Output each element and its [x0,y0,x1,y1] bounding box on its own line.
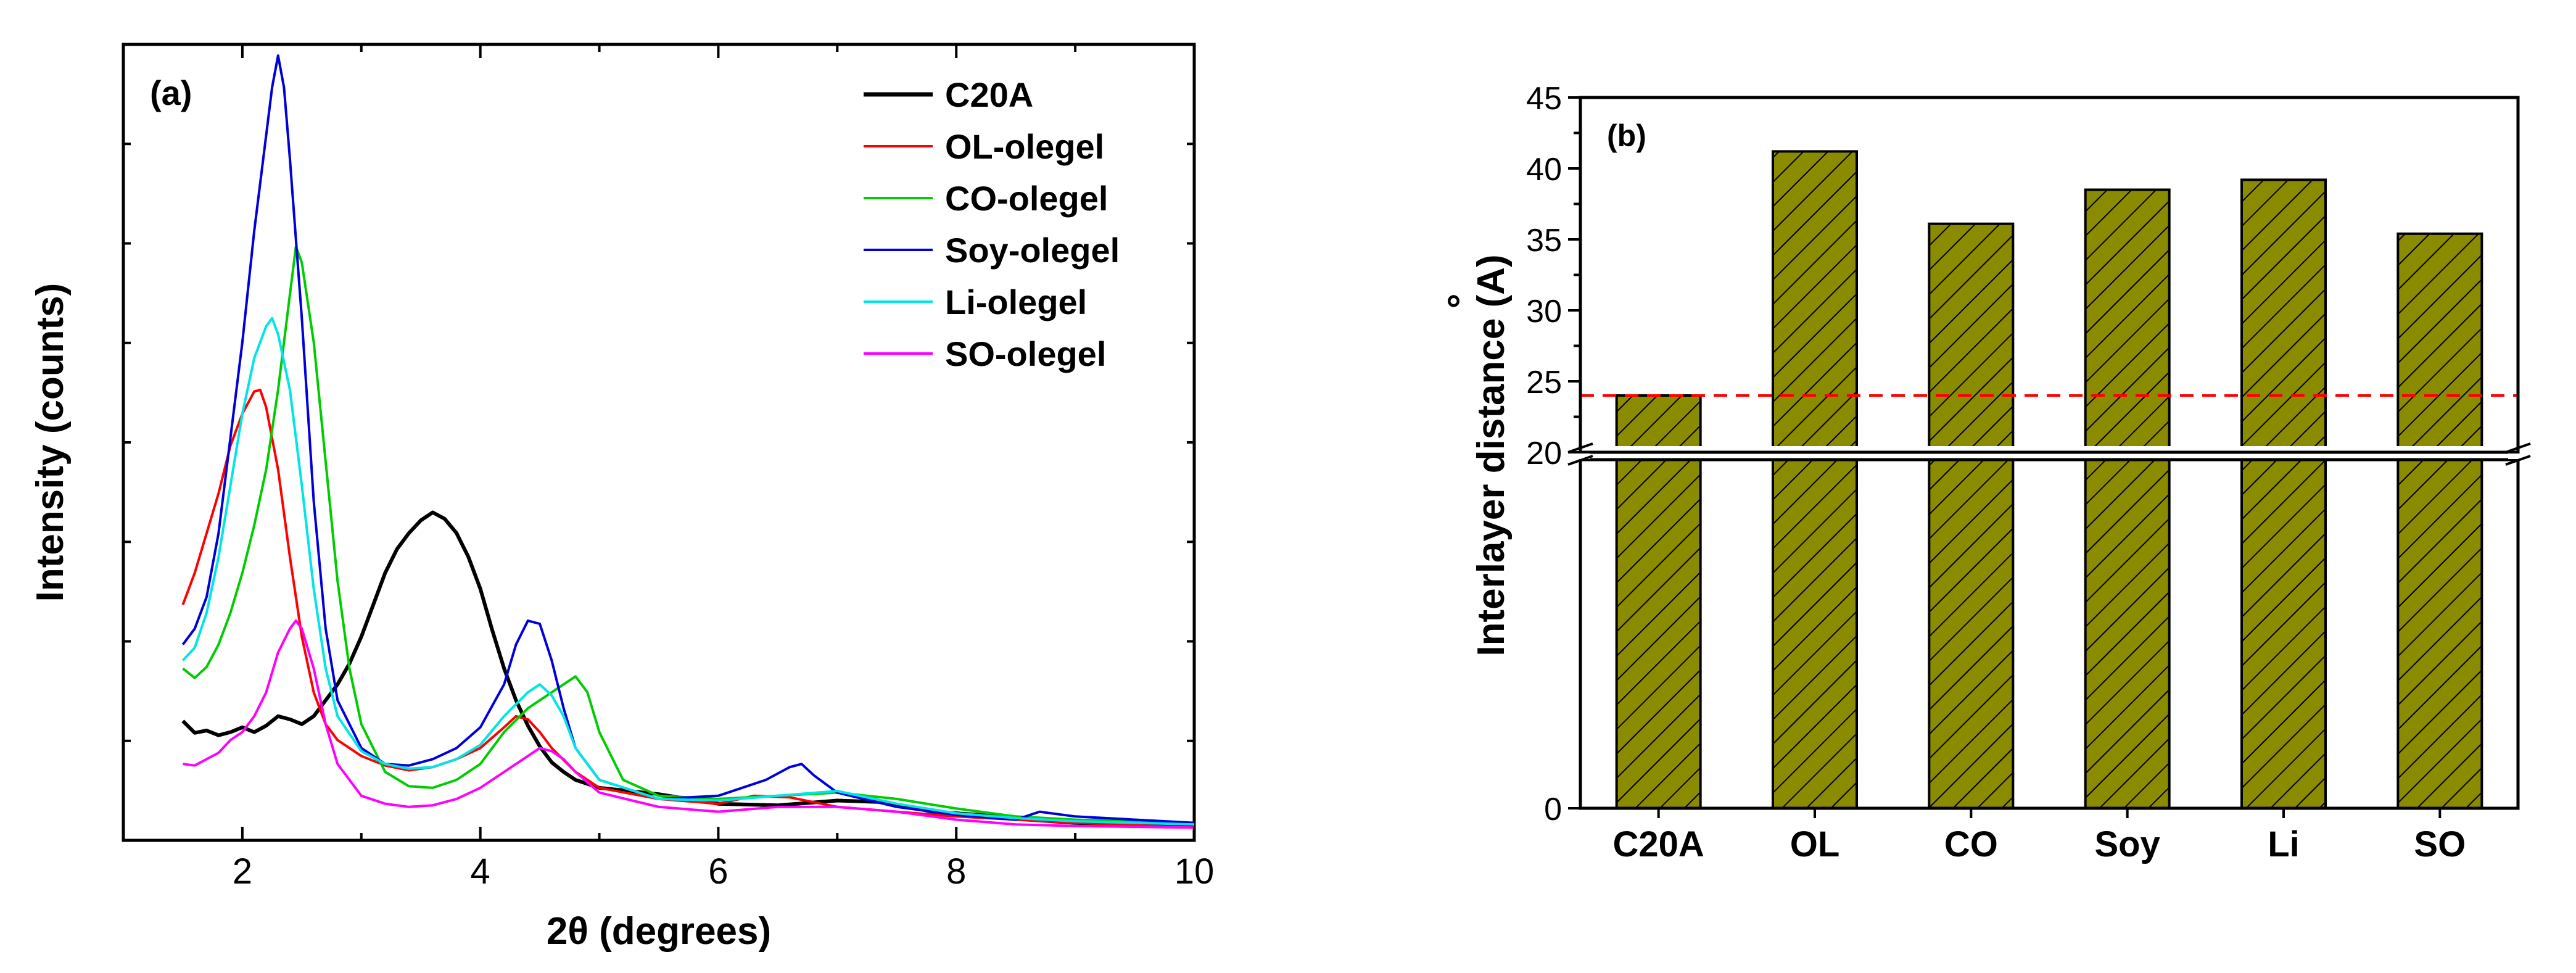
panel-b-break-mark-right-1 [2505,442,2531,453]
panel-b-break-mark-left-1 [1567,442,1593,453]
bar-so [2396,232,2483,809]
panel-b-y-ticks: 0 20 25 30 35 40 45 [1526,81,1580,827]
panel-b-break-gap-left [1572,453,1590,459]
x-tick-label: 4 [471,851,490,892]
legend-label-soy-olegel: Soy-olegel [945,231,1120,270]
panel-b-category-labels: C20A OL CO Soy Li SO [1613,808,2466,864]
y-tick-label: 20 [1526,436,1562,471]
bar-hatch [2242,180,2326,808]
category-label-soy: Soy [2094,824,2160,864]
x-tick-label: 8 [946,851,966,892]
panel-a-label: (a) [150,73,192,112]
legend-label-ol-olegel: OL-olegel [945,127,1104,166]
panel-a-xrd-chart: 2 4 6 8 10 (a) 2θ (degrees) Intensity (count… [29,43,1215,953]
y-tick-label: 0 [1544,792,1562,827]
panel-a-x-ticks: 2 4 6 8 10 [122,44,1215,892]
panel-b-break-mark-left-2 [1567,455,1593,466]
bar-soy [2084,188,2171,809]
bar-co [1928,222,2015,809]
panel-b-break-mark-right-2 [2505,455,2531,466]
series-line-c20a [181,510,1194,828]
panel-b-y-axis-label: Interlayer distance (A) [1470,254,1513,656]
bar-li [2240,178,2327,809]
panel-a-legend: C20A OL-olegel CO-olegel Soy-olegel Li-olege… [864,75,1120,373]
panel-b-bars [1615,150,2483,809]
panel-a-curves [181,54,1195,829]
panel-a-y-axis-label: Intensity (counts) [29,283,72,602]
panel-b-break-gap-right [2508,453,2527,459]
bar-hatch [1773,151,1857,808]
panel-b-y-axis-label-accent: ° [1440,294,1483,309]
y-tick-label: 30 [1526,294,1562,329]
x-tick-label: 2 [233,851,252,892]
y-tick-label: 25 [1526,365,1562,400]
bar-hatch [1616,395,1701,808]
y-tick-label: 40 [1526,152,1562,188]
category-label-co: CO [1944,824,1998,864]
legend-label-li-olegel: Li-olegel [945,283,1087,321]
panel-a-y-ticks [123,143,1194,742]
legend-label-co-olegel: CO-olegel [945,179,1108,218]
bar-hatch [1929,223,2013,808]
category-label-ol: OL [1790,824,1840,864]
x-tick-label: 10 [1174,851,1215,892]
series-line-ol-olegel [181,388,1195,829]
legend-label-c20a: C20A [945,75,1033,114]
series-line-so-olegel [183,619,1195,829]
x-tick-label: 6 [708,851,728,892]
y-tick-label: 45 [1526,81,1562,117]
panel-b-label: (b) [1607,118,1646,153]
series-line-soy-olegel [181,54,1195,824]
panel-b-interlayer-chart: 0 20 25 30 35 40 45 C20A OL CO Soy Li SO (b) Interl… [1440,81,2549,864]
category-label-li: Li [2268,824,2300,864]
bar-hatch [2398,233,2482,808]
y-tick-label: 35 [1526,223,1562,259]
bar-c20a [1615,394,1702,809]
legend-label-so-olegel: SO-olegel [945,334,1106,373]
bar-hatch [2085,189,2169,808]
panel-b-plot-frame-bottom [1579,458,2520,810]
panel-a-x-axis-label: 2θ (degrees) [547,910,771,953]
category-label-c20a: C20A [1613,824,1704,864]
series-line-li-olegel [181,317,1195,826]
category-label-so: SO [2414,824,2466,864]
bar-ol [1772,150,1858,809]
panel-b-plot-frame-top [1579,96,2520,454]
